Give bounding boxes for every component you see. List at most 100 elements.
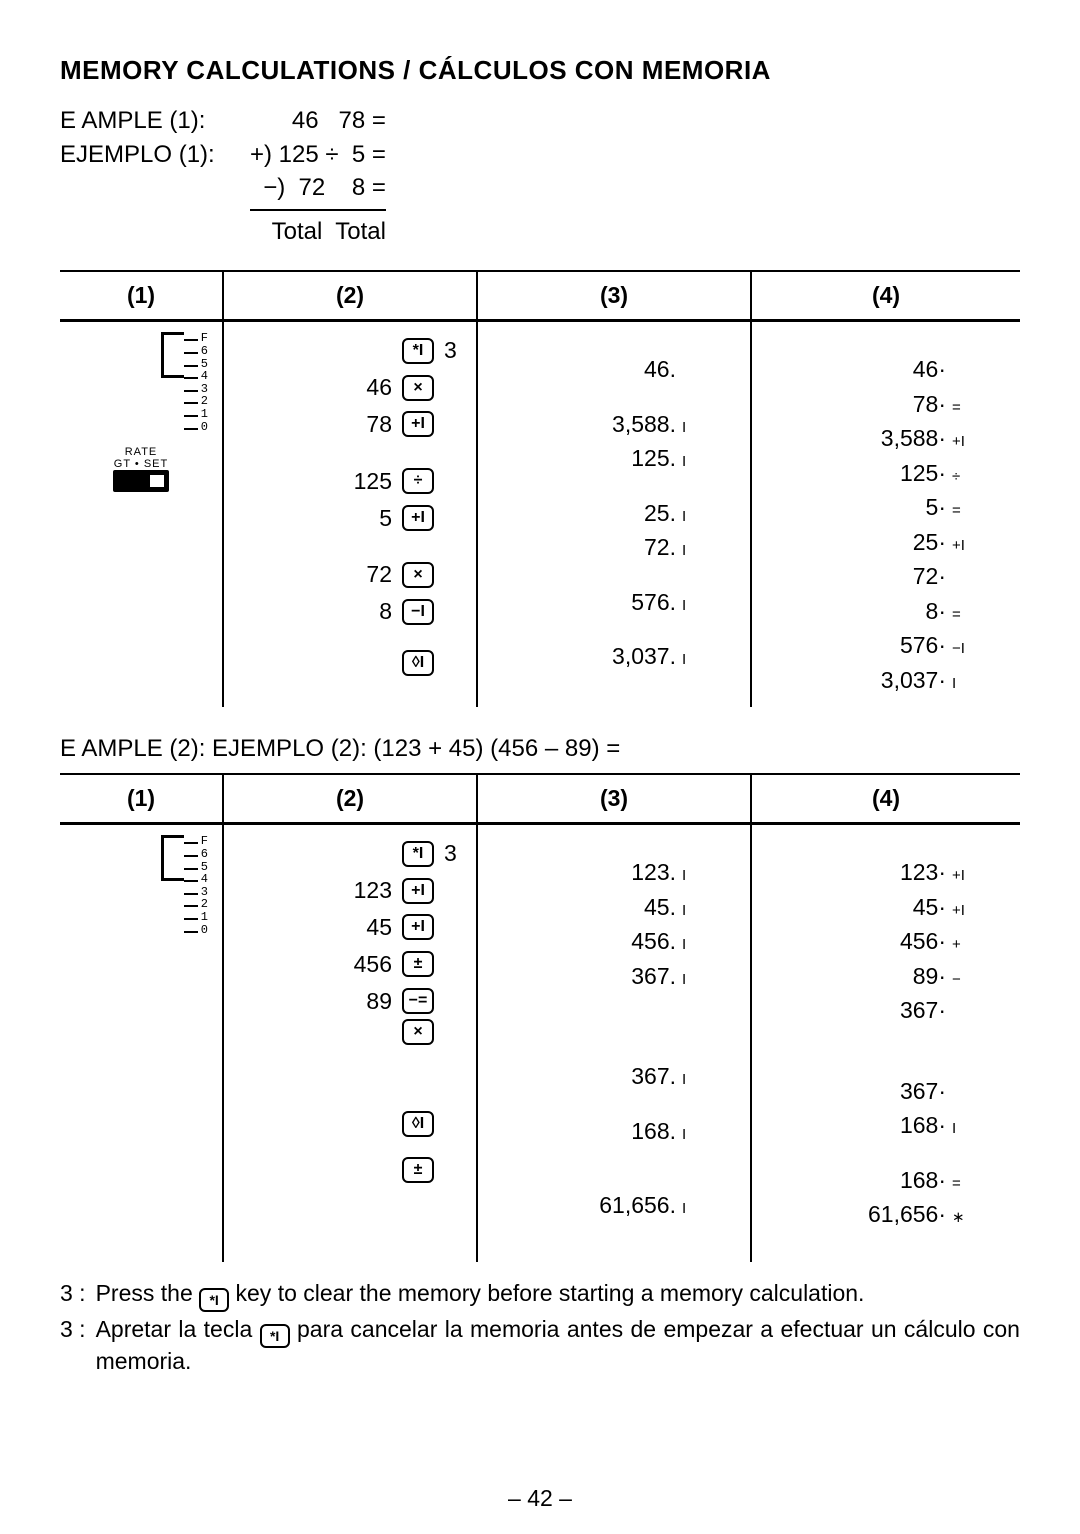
tape-line: 72· xyxy=(766,559,1006,594)
example1-label-en: E AMPLE (1): xyxy=(60,104,230,138)
table1-col1: F6543210RATEGT • SET xyxy=(60,321,223,708)
entry-line: 8−I xyxy=(238,593,462,630)
calc-table-2: (1) (2) (3) (4) F6543210 *I3123+I45+I456… xyxy=(60,773,1020,1262)
entry-line: 5+I xyxy=(238,500,462,537)
example1-intro: E AMPLE (1): EJEMPLO (1): 46 78 = +) 125… xyxy=(60,104,1020,248)
tape-line: 61,656·∗ xyxy=(766,1197,1006,1232)
disp-line: 45.I xyxy=(492,890,736,925)
disp-line: 367.I xyxy=(492,959,736,994)
disp-line: 3,588.I xyxy=(492,407,736,442)
table2-h3: (3) xyxy=(477,774,751,824)
tape-line: 89·− xyxy=(766,959,1006,994)
tape-line: 367· xyxy=(766,1074,1006,1109)
key-×: × xyxy=(402,375,434,401)
tape-line: 456·+ xyxy=(766,924,1006,959)
key-*I: *I xyxy=(402,841,434,867)
entry-line: 78+I xyxy=(238,406,462,443)
tape-line: 367· xyxy=(766,993,1006,1028)
key-+I: +I xyxy=(402,914,434,940)
example1-eq-1: +) 125 ÷ 5 = xyxy=(250,138,386,172)
example2-line: E AMPLE (2): EJEMPLO (2): (123 + 45) (45… xyxy=(60,735,1020,763)
tape-line: 576·−I xyxy=(766,628,1006,663)
example1-eq-0: 46 78 = xyxy=(250,104,386,138)
tape-line: 25·+I xyxy=(766,525,1006,560)
calc-table-1: (1) (2) (3) (4) F6543210RATEGT • SET *I3… xyxy=(60,270,1020,707)
entry-line: *I3 xyxy=(238,332,462,369)
disp-line: 576.I xyxy=(492,585,736,620)
disp-line: 3,037.I xyxy=(492,639,736,674)
table2-col3: 123.I45.I456.I367.I367.I168.I61,656.I xyxy=(477,824,751,1262)
tape-line: 3,037· I xyxy=(766,663,1006,698)
entry-line: 125÷ xyxy=(238,463,462,500)
key-+I: +I xyxy=(402,878,434,904)
entry-line: 45+I xyxy=(238,909,462,946)
table2-h1: (1) xyxy=(60,774,223,824)
tape-line: 168·= xyxy=(766,1163,1006,1198)
note-es-lead: 3 : xyxy=(60,1316,86,1375)
table1-col3: 46. 3,588.I125.I 25.I72.I 576.I 3,037.I xyxy=(477,321,751,708)
key-−I: −I xyxy=(402,599,434,625)
table2-col4: 123·+I45·+I456·+89·−367·367·168· I168·=6… xyxy=(751,824,1020,1262)
entry-line: ◊I xyxy=(238,1111,462,1137)
entry-line: *I3 xyxy=(238,835,462,872)
note-es: Apretar la tecla *I para cancelar la mem… xyxy=(96,1316,1020,1375)
key-×: × xyxy=(402,1019,434,1045)
entry-line: 456± xyxy=(238,946,462,983)
disp-line: 367.I xyxy=(492,1059,736,1094)
tape-line: 168· I xyxy=(766,1108,1006,1143)
key-±: ± xyxy=(402,1157,434,1183)
key-±: ± xyxy=(402,951,434,977)
page-title: MEMORY CALCULATIONS / CÁLCULOS CON MEMOR… xyxy=(60,55,1020,86)
key-*I: *I xyxy=(260,1324,290,1348)
table1-col4: 46·78·=3,588·+I125·÷5·=25·+I72·8·=576·−I… xyxy=(751,321,1020,708)
table2-col1: F6543210 xyxy=(60,824,223,1262)
example1-total: Total Total xyxy=(250,209,386,249)
note-en-lead: 3 : xyxy=(60,1280,86,1312)
key-*I: *I xyxy=(199,1288,229,1312)
disp-line: 72.I xyxy=(492,530,736,565)
key-÷: ÷ xyxy=(402,468,434,494)
entry-line: 123+I xyxy=(238,872,462,909)
footnotes: 3 : Press the *I key to clear the memory… xyxy=(60,1280,1020,1375)
key-+I: +I xyxy=(402,505,434,531)
key-−=: −= xyxy=(402,988,434,1014)
entry-line: × xyxy=(238,1019,462,1045)
table2-col2: *I3123+I45+I456±89−=× ◊I ± xyxy=(223,824,477,1262)
tape-line: 45·+I xyxy=(766,890,1006,925)
table2-h2: (2) xyxy=(223,774,477,824)
example1-label-es: EJEMPLO (1): xyxy=(60,138,230,172)
tape-line: 46· xyxy=(766,352,1006,387)
tape-line: 78·= xyxy=(766,387,1006,422)
example1-eq-2: −) 72 8 = xyxy=(250,171,386,205)
tape-line: 125·÷ xyxy=(766,456,1006,491)
entry-line: ± xyxy=(238,1157,462,1183)
disp-line: 123.I xyxy=(492,855,736,890)
entry-line: 89−= xyxy=(238,983,462,1020)
key-◊I: ◊I xyxy=(402,1111,434,1137)
entry-line: ◊I xyxy=(238,650,462,676)
disp-line: 25.I xyxy=(492,496,736,531)
entry-line: 46× xyxy=(238,369,462,406)
note-en: Press the *I key to clear the memory bef… xyxy=(96,1280,1020,1312)
tape-line: 8·= xyxy=(766,594,1006,629)
disp-line: 61,656.I xyxy=(492,1188,736,1223)
tape-line: 3,588·+I xyxy=(766,421,1006,456)
disp-line: 456.I xyxy=(492,924,736,959)
disp-line: 168.I xyxy=(492,1114,736,1149)
table1-h1: (1) xyxy=(60,271,223,321)
key-*I: *I xyxy=(402,338,434,364)
disp-line: 46. xyxy=(492,352,736,387)
table1-col2: *I346×78+I 125÷5+I 72×8−I ◊I xyxy=(223,321,477,708)
key-+I: +I xyxy=(402,411,434,437)
table1-h4: (4) xyxy=(751,271,1020,321)
table1-h2: (2) xyxy=(223,271,477,321)
table2-h4: (4) xyxy=(751,774,1020,824)
key-×: × xyxy=(402,562,434,588)
tape-line: 5·= xyxy=(766,490,1006,525)
key-◊I: ◊I xyxy=(402,650,434,676)
page-number: – 42 – xyxy=(0,1485,1080,1512)
disp-line: 125.I xyxy=(492,441,736,476)
tape-line: 123·+I xyxy=(766,855,1006,890)
table1-h3: (3) xyxy=(477,271,751,321)
entry-line: 72× xyxy=(238,556,462,593)
